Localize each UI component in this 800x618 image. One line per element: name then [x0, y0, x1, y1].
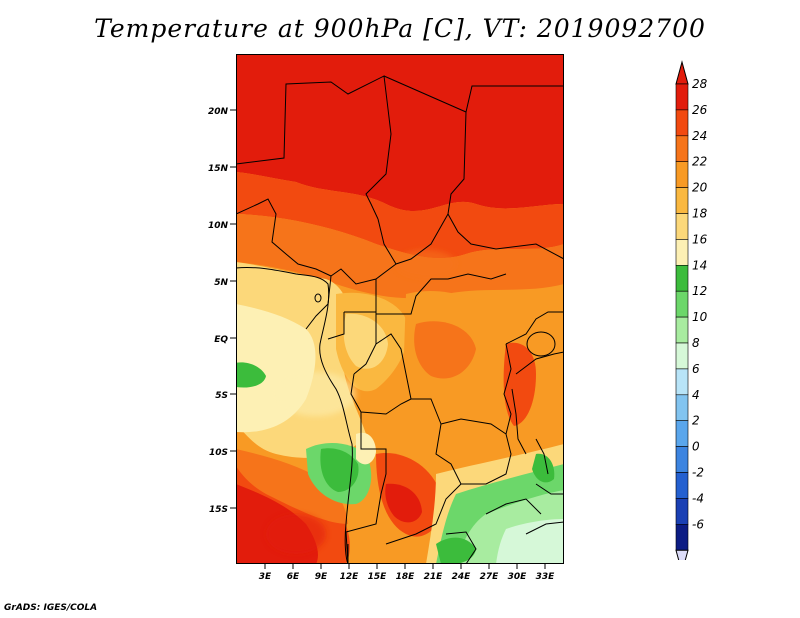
country-borders: [236, 75, 564, 564]
colorbar-swatch: [675, 472, 689, 499]
colorbar-swatch: [675, 420, 689, 447]
lat-label: 15S: [209, 505, 228, 515]
latitude-axis: 20N 15N 10N 5N EQ 5S 10S 15S: [208, 107, 236, 515]
colorbar-label: 24: [692, 129, 707, 143]
colorbar-swatch: [675, 187, 689, 214]
colorbar-swatch: [675, 446, 689, 473]
colorbar-label: 14: [692, 258, 707, 272]
colorbar-label: 16: [692, 232, 708, 246]
colorbar-label: 18: [692, 207, 708, 221]
lon-label: 21E: [424, 572, 444, 582]
colorbar-label: -4: [692, 491, 704, 505]
lon-label: 18E: [396, 572, 416, 582]
colorbar-swatch: [675, 342, 689, 370]
lon-label: 24E: [452, 572, 472, 582]
colorbar-swatch: [675, 316, 689, 344]
colorbar-label: 4: [692, 388, 700, 402]
colorbar-label: 12: [692, 284, 707, 298]
colorbar-swatch: [675, 265, 689, 292]
grads-credit: GrADS: IGES/COLA: [4, 603, 98, 613]
lat-label: 5S: [215, 391, 228, 401]
colorbar-swatch: [675, 290, 689, 318]
colorbar-swatch: [675, 135, 689, 163]
colorbar-swatch: [675, 83, 689, 111]
lat-label: 10N: [208, 221, 229, 231]
colorbar-bottom-arrow: [675, 549, 689, 560]
colorbar-label: 10: [692, 310, 708, 324]
colorbar-swatch: [675, 109, 689, 137]
longitude-axis: 3E 6E 9E 12E 15E 18E 21E 24E 27E 30E 33E: [259, 564, 556, 582]
lat-label: EQ: [214, 335, 228, 345]
colorbar-label: 8: [692, 336, 700, 350]
colorbar-label: -2: [692, 466, 704, 480]
lakes: [314, 293, 556, 475]
colorbar-swatch: [675, 239, 689, 266]
colorbar-label: 26: [692, 103, 708, 117]
chart-title: Temperature at 900hPa [C], VT: 201909270…: [94, 14, 706, 43]
lon-label: 27E: [480, 572, 500, 582]
lon-label: 9E: [315, 572, 328, 582]
colorbar-swatch: [675, 523, 689, 551]
lon-label: 3E: [259, 572, 272, 582]
colorbar-swatch: [675, 213, 689, 240]
colorbar-label: 28: [692, 77, 708, 91]
lat-label: 10S: [209, 448, 228, 458]
colorbar-top-arrow: [675, 60, 689, 85]
lon-label: 33E: [536, 572, 556, 582]
temperature-map: [236, 54, 564, 564]
lat-label: 5N: [214, 278, 228, 288]
colorbar-label: 2: [692, 414, 700, 428]
colorbar-label: 22: [692, 155, 707, 169]
lat-label: 20N: [208, 107, 229, 117]
colorbar-label: 20: [692, 181, 708, 195]
lon-label: 15E: [368, 572, 388, 582]
colorbar-label: -6: [692, 517, 704, 531]
lon-label: 12E: [340, 572, 360, 582]
colorbar-swatch: [675, 498, 689, 525]
colorbar-swatch: [675, 368, 689, 396]
lon-label: 30E: [508, 572, 528, 582]
colorbar-label: 6: [692, 362, 700, 376]
coastline: [236, 267, 353, 564]
colorbar-swatch: [675, 161, 689, 188]
lon-label: 6E: [287, 572, 300, 582]
colorbar-swatch: [675, 394, 689, 421]
lat-label: 15N: [208, 164, 229, 174]
colorbar-label: 0: [692, 440, 700, 454]
